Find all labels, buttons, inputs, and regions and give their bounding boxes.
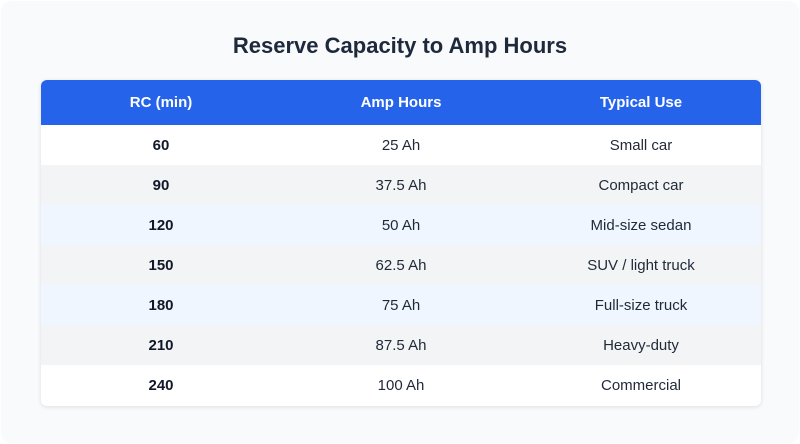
cell-rc: 90 bbox=[152, 176, 170, 194]
cell-rc: 60 bbox=[152, 136, 170, 154]
cell-rc: 120 bbox=[148, 216, 174, 234]
cell-typical-use: SUV / light truck bbox=[587, 256, 695, 274]
table-row: 180 75 Ah Full-size truck bbox=[41, 285, 761, 325]
table-row: 60 25 Ah Small car bbox=[41, 125, 761, 165]
cell-typical-use: Full-size truck bbox=[594, 296, 688, 314]
cell-amp-hours: 62.5 Ah bbox=[375, 256, 427, 274]
column-header-amp-hours: Amp Hours bbox=[360, 94, 442, 111]
cell-typical-use: Mid-size sedan bbox=[590, 216, 692, 234]
table-row: 150 62.5 Ah SUV / light truck bbox=[41, 245, 761, 285]
rc-to-ah-table-card: RC (min) Amp Hours Typical Use 60 25 Ah … bbox=[41, 80, 761, 406]
column-header-typical-use: Typical Use bbox=[599, 94, 683, 111]
cell-typical-use: Heavy-duty bbox=[603, 336, 679, 354]
cell-amp-hours: 37.5 Ah bbox=[375, 176, 427, 194]
table-body: 60 25 Ah Small car 90 37.5 Ah Compact ca… bbox=[41, 125, 761, 405]
rc-to-ah-table: RC (min) Amp Hours Typical Use 60 25 Ah … bbox=[41, 80, 761, 405]
cell-typical-use: Compact car bbox=[598, 176, 684, 194]
column-header-rc: RC (min) bbox=[129, 94, 193, 111]
cell-amp-hours: 25 Ah bbox=[381, 136, 421, 154]
cell-rc: 180 bbox=[148, 296, 174, 314]
table-row: 210 87.5 Ah Heavy-duty bbox=[41, 325, 761, 365]
cell-rc: 210 bbox=[148, 336, 174, 354]
table-header: RC (min) Amp Hours Typical Use bbox=[41, 80, 761, 125]
table-row: 90 37.5 Ah Compact car bbox=[41, 165, 761, 205]
cell-typical-use: Small car bbox=[609, 136, 673, 154]
cell-amp-hours: 50 Ah bbox=[381, 216, 421, 234]
cell-rc: 240 bbox=[148, 376, 174, 394]
cell-amp-hours: 75 Ah bbox=[381, 296, 421, 314]
page-title: Reserve Capacity to Amp Hours bbox=[232, 33, 568, 58]
cell-amp-hours: 100 Ah bbox=[377, 376, 425, 394]
table-row: 120 50 Ah Mid-size sedan bbox=[41, 205, 761, 245]
table-row: 240 100 Ah Commercial bbox=[41, 365, 761, 405]
cell-typical-use: Commercial bbox=[600, 376, 681, 394]
table-header-row: RC (min) Amp Hours Typical Use bbox=[41, 80, 761, 125]
cell-rc: 150 bbox=[148, 256, 174, 274]
cell-amp-hours: 87.5 Ah bbox=[375, 336, 427, 354]
